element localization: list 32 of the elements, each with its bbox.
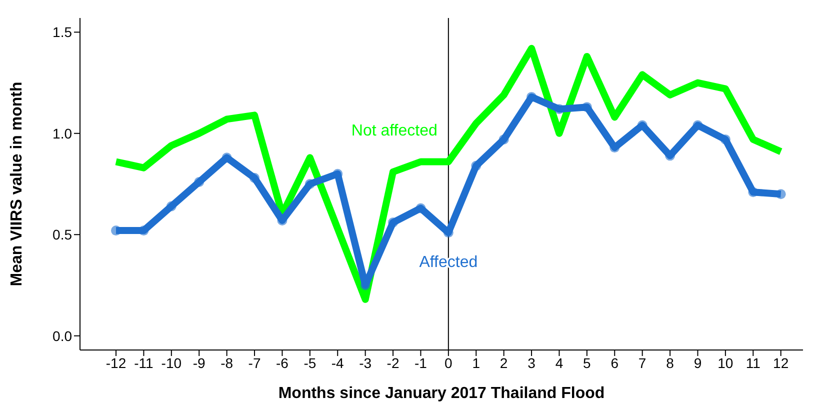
- x-tick-label: 9: [694, 354, 702, 371]
- y-tick-label: 0.5: [52, 226, 72, 243]
- series-label: Not affected: [351, 122, 438, 140]
- y-tick-label: 1.0: [52, 125, 72, 142]
- x-tick-label: -8: [220, 354, 234, 371]
- y-tick-label: 1.5: [52, 24, 72, 40]
- x-tick-label: -7: [248, 354, 261, 371]
- x-tick-label: -5: [304, 354, 316, 371]
- x-tick-label: -1: [414, 354, 428, 371]
- x-tick-label: -9: [192, 354, 206, 371]
- x-tick-label: -2: [386, 354, 400, 371]
- x-tick-label: -6: [276, 354, 289, 371]
- x-tick-label: -12: [106, 354, 126, 371]
- x-tick-label: 2: [500, 354, 508, 371]
- x-tick-label: 7: [638, 354, 646, 371]
- x-tick-label: 10: [718, 354, 734, 371]
- x-axis-title: Months since January 2017 Thailand Flood: [278, 385, 605, 402]
- x-tick-label: 12: [773, 354, 789, 371]
- x-tick-label: -10: [161, 354, 182, 371]
- x-tick-label: 3: [528, 354, 536, 371]
- x-tick-label: 6: [610, 354, 619, 371]
- x-tick-label: 4: [555, 354, 564, 371]
- x-tick-label: -11: [134, 354, 154, 371]
- x-tick-label: 8: [666, 354, 674, 371]
- x-tick-label: -4: [331, 354, 344, 371]
- y-axis-title: Mean VIIRS value in month: [8, 82, 26, 286]
- y-tick-label: 0.0: [52, 328, 72, 344]
- x-tick-label: -3: [359, 354, 372, 371]
- x-tick-label: 5: [583, 354, 592, 371]
- x-tick-label: 11: [746, 354, 761, 371]
- x-tick-label: 0: [444, 354, 453, 371]
- x-tick-label: 1: [472, 354, 480, 371]
